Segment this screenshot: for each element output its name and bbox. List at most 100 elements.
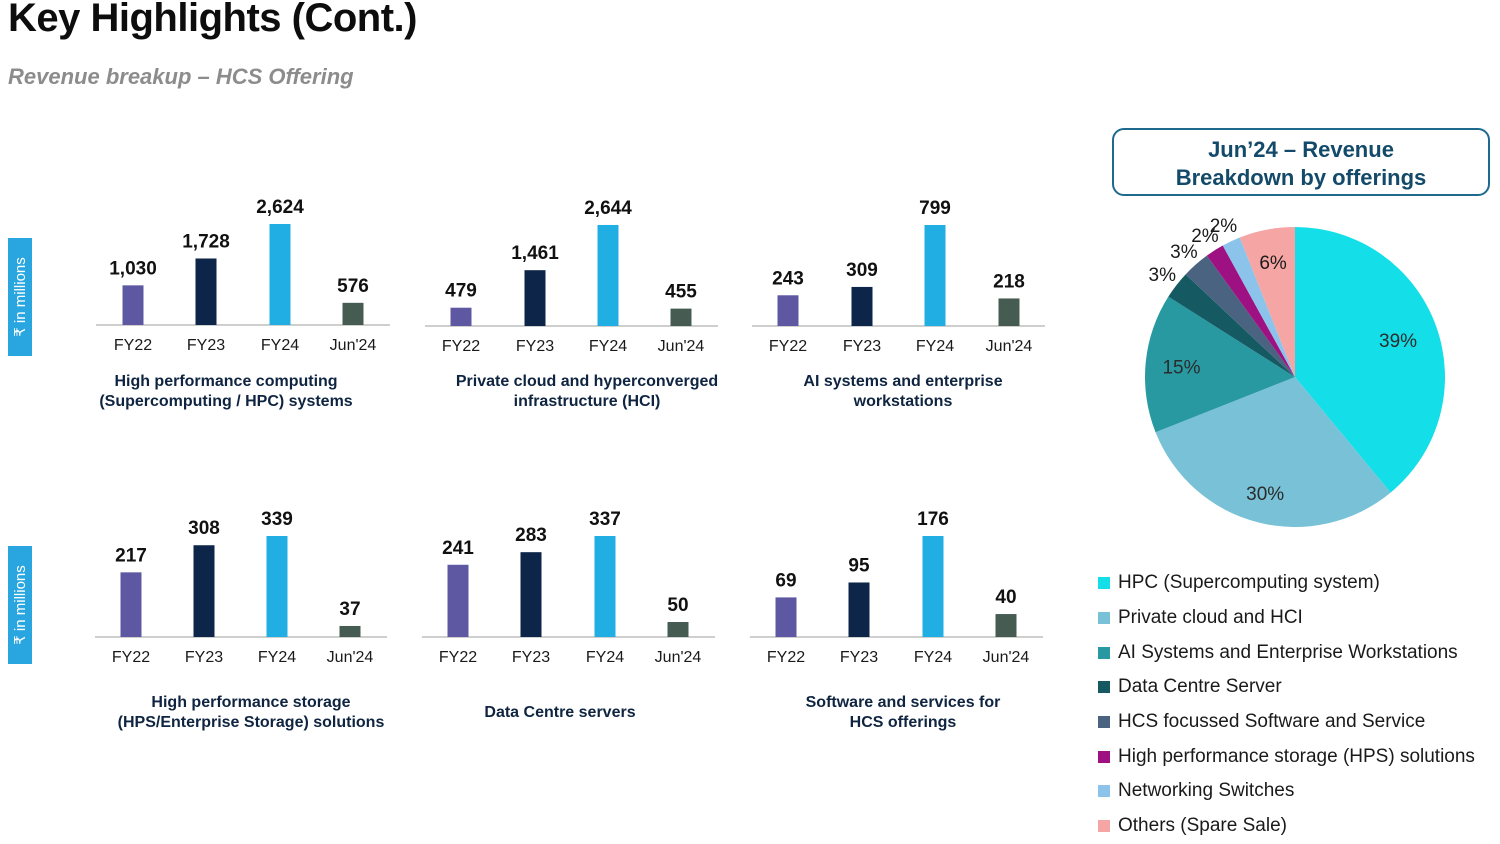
pie-label-3: 15% <box>1162 357 1200 378</box>
legend-item: AI Systems and Enterprise Workstations <box>1098 635 1475 670</box>
legend-label: Data Centre Server <box>1118 676 1282 698</box>
data-label-jun24: 218 <box>993 271 1025 292</box>
bar-fy24 <box>924 225 946 326</box>
bar-fy22 <box>447 564 469 637</box>
tick-label-fy24: FY24 <box>261 337 299 354</box>
pie-slice-6 <box>1206 245 1295 377</box>
tick-label-fy23: FY23 <box>512 649 550 666</box>
legend-item: HPC (Supercomputing system) <box>1098 566 1475 601</box>
bar-fy23 <box>524 270 546 326</box>
bar-fy23 <box>193 545 215 637</box>
data-label-fy22: 479 <box>445 281 477 302</box>
chart-caption-software: Software and services for HCS offerings <box>805 694 1001 731</box>
pie-slice-7 <box>1222 237 1295 377</box>
bar-fy22 <box>450 307 472 326</box>
tick-label-fy23: FY23 <box>185 649 223 666</box>
bar-jun24 <box>339 625 361 637</box>
data-label-fy23: 95 <box>848 555 870 576</box>
data-label-fy23: 309 <box>846 260 878 281</box>
pie-slice-5 <box>1185 255 1295 377</box>
bar-fy23 <box>851 286 873 326</box>
tick-label-jun24: Jun'24 <box>330 337 377 354</box>
pie-label-2: 30% <box>1246 484 1284 505</box>
bar-chart-2: 479 FY22 1,461 FY23 2,644 FY24 455 Jun'24 <box>425 198 718 355</box>
bar-fy22 <box>777 295 799 326</box>
data-label-jun24: 40 <box>995 587 1016 608</box>
bar-chart-3: 243 FY22 309 FY23 799 FY24 218 Jun'24 <box>752 198 1045 355</box>
tick-label-fy22: FY22 <box>114 337 152 354</box>
pie-slices <box>1145 227 1445 527</box>
pie-slice-3 <box>1145 296 1295 433</box>
data-label-fy24: 339 <box>261 509 293 530</box>
bar-jun24 <box>670 308 692 326</box>
data-label-fy23: 283 <box>515 525 547 546</box>
chart-caption-private-cloud: Private cloud and hyperconverged infrast… <box>455 373 719 410</box>
bar-fy23 <box>520 552 542 637</box>
bar-fy22 <box>122 285 144 325</box>
tick-label-jun24: Jun'24 <box>327 649 374 666</box>
data-label-jun24: 576 <box>337 276 369 297</box>
legend-label: AI Systems and Enterprise Workstations <box>1118 641 1458 663</box>
tick-label-jun24: Jun'24 <box>658 338 705 355</box>
tick-label-jun24: Jun'24 <box>983 649 1030 666</box>
legend-swatch <box>1098 716 1110 729</box>
legend-swatch <box>1098 750 1110 763</box>
tick-label-fy22: FY22 <box>439 649 477 666</box>
pie-label-5: 3% <box>1170 242 1198 263</box>
bar-chart-6: 69 FY22 95 FY23 176 FY24 40 Jun'24 <box>750 509 1043 666</box>
tick-label-fy22: FY22 <box>769 338 807 355</box>
legend-swatch <box>1098 646 1110 659</box>
bar-jun24 <box>995 614 1017 637</box>
pie-slice-4 <box>1168 274 1295 377</box>
pie-label-1: 39% <box>1379 331 1417 352</box>
tick-label-jun24: Jun'24 <box>986 338 1033 355</box>
data-label-fy24: 2,644 <box>584 198 632 219</box>
page-subtitle: Revenue breakup – HCS Offering <box>8 64 354 89</box>
tick-label-jun24: Jun'24 <box>655 649 702 666</box>
tick-label-fy24: FY24 <box>258 649 296 666</box>
tick-label-fy23: FY23 <box>187 337 225 354</box>
pie-legend: HPC (Supercomputing system) Private cloud… <box>1098 566 1475 844</box>
bar-chart-4: 217 FY22 308 FY23 339 FY24 37 Jun'24 <box>95 509 387 666</box>
chart-caption-data-centre: Data Centre servers <box>484 704 636 721</box>
legend-label: Networking Switches <box>1118 780 1295 802</box>
data-label-fy24: 337 <box>589 509 621 530</box>
data-label-fy24: 799 <box>919 198 951 219</box>
data-label-fy22: 69 <box>775 570 796 591</box>
page-title: Key Highlights (Cont.) <box>8 0 417 40</box>
legend-swatch <box>1098 785 1110 798</box>
tick-label-fy23: FY23 <box>843 338 881 355</box>
data-label-fy23: 1,461 <box>511 243 559 264</box>
bar-fy24 <box>269 224 291 325</box>
legend-label: High performance storage (HPS) solutions <box>1118 745 1475 767</box>
tick-label-fy22: FY22 <box>112 649 150 666</box>
legend-swatch <box>1098 820 1110 833</box>
tick-label-fy23: FY23 <box>840 649 878 666</box>
unit-label-bottom: ₹ in millions <box>8 546 32 664</box>
data-label-jun24: 455 <box>665 282 697 303</box>
bar-fy24 <box>597 225 619 326</box>
pie-label-8: 6% <box>1259 253 1287 274</box>
bar-chart-1: 1,030 FY22 1,728 FY23 2,624 FY24 576 Jun'24 <box>96 197 390 354</box>
pie-label-7: 2% <box>1210 216 1238 237</box>
data-label-fy24: 176 <box>917 509 949 530</box>
bar-charts: 1,030 FY22 1,728 FY23 2,624 FY24 576 Jun'24 479 F… <box>95 197 1045 666</box>
bar-jun24 <box>998 298 1020 326</box>
tick-label-fy24: FY24 <box>916 338 954 355</box>
chart-caption-ai-systems: AI systems and enterprise workstations <box>803 373 1003 410</box>
bar-jun24 <box>342 302 364 325</box>
data-label-fy24: 2,624 <box>256 197 304 218</box>
legend-item: Data Centre Server <box>1098 670 1475 705</box>
bar-chart-5: 241 FY22 283 FY23 337 FY24 50 Jun'24 <box>422 509 715 666</box>
legend-label: Private cloud and HCI <box>1118 607 1303 629</box>
legend-item: HCS focussed Software and Service <box>1098 705 1475 740</box>
pie-label-6: 2% <box>1191 226 1219 247</box>
legend-item: Networking Switches <box>1098 774 1475 809</box>
legend-item: Others (Spare Sale) <box>1098 809 1475 844</box>
bar-fy24 <box>922 536 944 637</box>
legend-label: HCS focussed Software and Service <box>1118 711 1426 733</box>
tick-label-fy24: FY24 <box>914 649 952 666</box>
pie-slice-2 <box>1155 377 1391 527</box>
legend-swatch <box>1098 612 1110 625</box>
tick-label-fy23: FY23 <box>516 338 554 355</box>
